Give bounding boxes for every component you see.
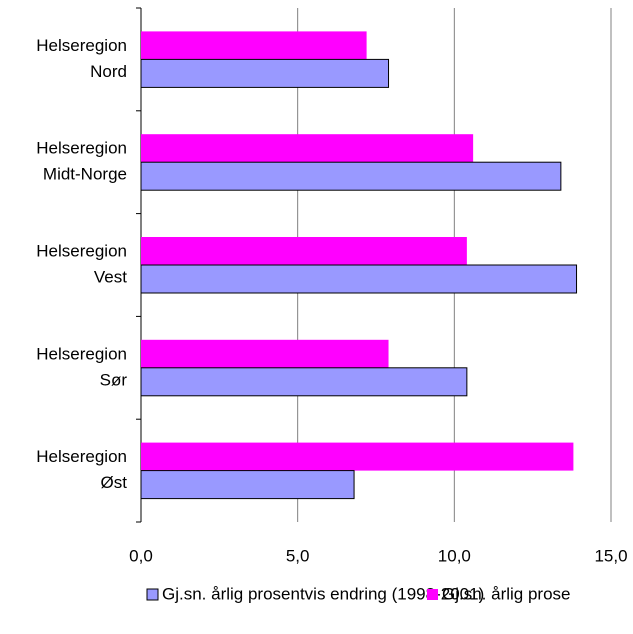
y-tick-label: Helseregion bbox=[36, 139, 127, 158]
legend-swatch bbox=[146, 588, 159, 601]
x-tick-label: 10,0 bbox=[438, 546, 471, 565]
bar bbox=[140, 367, 468, 397]
x-tick-label: 5,0 bbox=[286, 546, 310, 565]
bar bbox=[141, 31, 367, 60]
y-tick-label: Helseregion bbox=[36, 344, 127, 363]
y-tick-label: Helseregion bbox=[36, 241, 127, 260]
bar bbox=[141, 442, 574, 471]
y-tick-label: Øst bbox=[101, 473, 128, 492]
bar bbox=[141, 339, 389, 368]
bar bbox=[140, 470, 355, 500]
legend-label: Gj.sn. årlig prosentvis endring (1998-20… bbox=[162, 584, 484, 603]
y-tick-label: Vest bbox=[94, 267, 127, 286]
bar bbox=[141, 237, 467, 265]
y-tick-label: Nord bbox=[90, 62, 127, 81]
y-tick-label: Midt-Norge bbox=[43, 165, 127, 184]
y-tick-label: Sør bbox=[100, 370, 128, 389]
y-tick-label: Helseregion bbox=[36, 36, 127, 55]
legend-label: Gj.sn. årlig prose bbox=[442, 584, 571, 603]
y-tick-label: Helseregion bbox=[36, 447, 127, 466]
bar bbox=[140, 161, 562, 191]
x-tick-label: 0,0 bbox=[129, 546, 153, 565]
bar bbox=[140, 58, 390, 88]
bar bbox=[140, 264, 578, 294]
legend-swatch bbox=[427, 589, 438, 600]
x-tick-label: 15,0 bbox=[594, 546, 627, 565]
bar bbox=[141, 134, 474, 163]
